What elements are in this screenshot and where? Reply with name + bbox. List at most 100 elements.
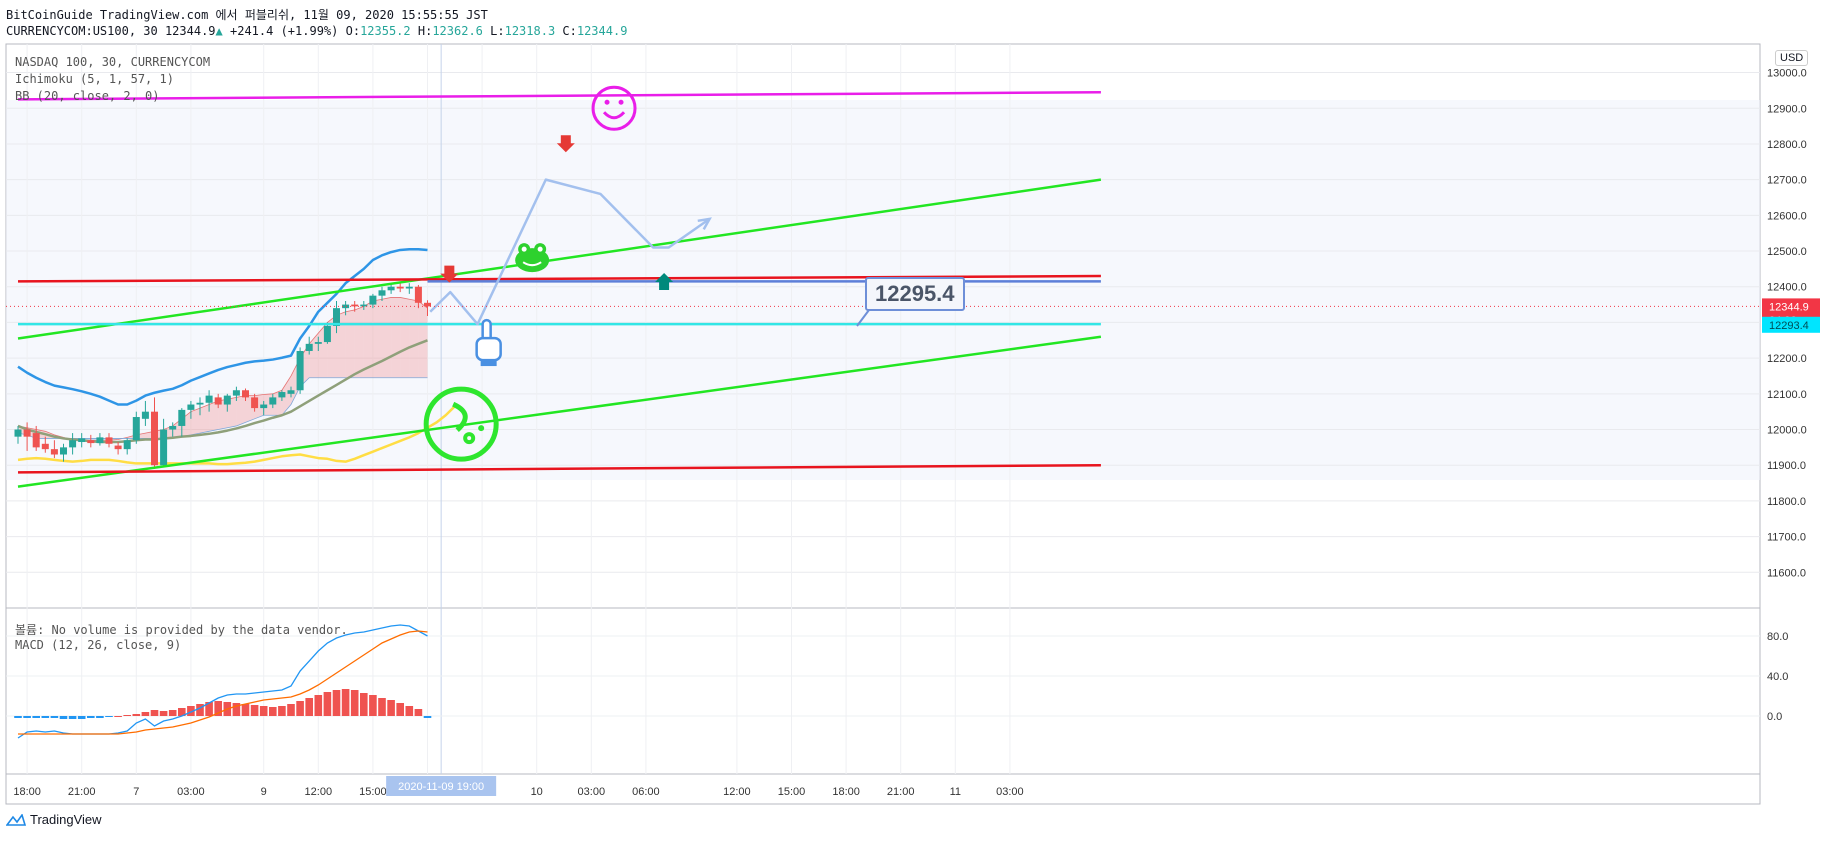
macd-hist-bar [332, 690, 341, 716]
candle-body [414, 286, 422, 303]
macd-hist-bar [414, 709, 423, 716]
cloud-segment [281, 375, 291, 416]
candle-body [405, 286, 413, 289]
smiley-eye [618, 99, 624, 105]
cloud-segment [209, 400, 219, 432]
candle-body [105, 437, 113, 444]
price-tick-label: 11800.0 [1767, 496, 1806, 508]
price-tick-label: 12600.0 [1767, 210, 1807, 222]
price-tag-label: 12344.9 [1769, 301, 1809, 313]
candle-body [424, 302, 431, 307]
indicator-series [17, 248, 456, 466]
candle-body [160, 429, 168, 466]
price-tick-label: 12200.0 [1767, 353, 1807, 365]
macd-hist-bar [241, 704, 250, 716]
currency-button[interactable]: USD [1775, 50, 1809, 66]
high-label: H: [417, 24, 433, 38]
candle-body [296, 350, 304, 391]
candle-body [78, 438, 86, 443]
macd-pane [6, 624, 1760, 739]
time-axis[interactable]: 18:00 21:00 7 03:00 9 12:00 15:00 18:00 21:00 10 0… [13, 776, 1024, 798]
crosshair-date-label: 2020-11-09 19:00 [398, 781, 484, 793]
ohlc-readout: CURRENCYCOM:US100, 30 12344.9▲ +241.4 (+… [6, 24, 627, 38]
macd-hist-bar [187, 706, 195, 716]
time-tick-label: 12:00 [305, 786, 333, 798]
macd-hist-bar [296, 701, 304, 716]
cloud-segment [227, 397, 237, 428]
price-tick-label: 12800.0 [1767, 139, 1807, 151]
publish-info: BitCoinGuide TradingView.com 에서 퍼블리쉬, 11… [6, 8, 488, 22]
wink-eye [452, 401, 468, 433]
ichimoku-legend[interactable]: Ichimoku (5, 1, 57, 1) [15, 72, 174, 86]
macd-hist-bar [50, 716, 59, 718]
price-tick-label: 13000.0 [1767, 68, 1807, 80]
frog-pupil [521, 246, 527, 252]
footer-brand[interactable]: TradingView [6, 812, 102, 827]
bb-legend[interactable]: BB (20, close, 2, 0) [15, 89, 160, 103]
time-tick-label: 15:00 [359, 786, 387, 798]
open-value: 12355.2 [360, 24, 411, 38]
candle-body [351, 304, 359, 307]
macd-hist-bar [32, 716, 40, 718]
candle-body [14, 429, 22, 437]
candle-body [214, 397, 222, 405]
wink-dot [478, 425, 485, 432]
candle-body [278, 392, 286, 398]
high-value: 12362.6 [432, 24, 483, 38]
series-ichimoku-lagging [17, 405, 456, 466]
red-resistance [17, 274, 1101, 283]
candle-body [378, 290, 386, 296]
macd-hist-bar [314, 695, 323, 716]
macd-hist-bar [269, 707, 277, 716]
macd-hist-bar [41, 716, 50, 718]
price-tags: 12344.904:0612293.4 [1762, 298, 1820, 333]
series-bb-upper [17, 248, 428, 406]
candle-body [41, 443, 49, 450]
smiley-face [591, 85, 637, 131]
price-tick-label: 12000.0 [1767, 425, 1807, 437]
frog-mouth [522, 261, 542, 267]
close-value: 12344.9 [576, 24, 628, 38]
macd-tick-label: 0.0 [1767, 711, 1782, 723]
macd-hist-bar [205, 702, 213, 716]
tradingview-logo-icon [6, 813, 26, 826]
green-channel-lower [17, 335, 1102, 488]
price-annotation[interactable]: 12295.4 [865, 277, 965, 311]
candle-body [242, 390, 249, 398]
cloud-segment [391, 297, 401, 378]
cloud-segment [363, 301, 373, 378]
time-tick-label: 21:00 [887, 786, 915, 798]
time-tick-label: 11 [950, 786, 961, 798]
macd-hist-bar [178, 708, 186, 716]
macd-hist-bar [114, 716, 122, 717]
frog-icon [515, 243, 550, 273]
smiley-eye [604, 99, 610, 105]
macd-axis: 0.0 40.0 80.0 [1767, 631, 1788, 723]
macd-hist-bar [278, 706, 286, 716]
projection-arrowhead [697, 217, 712, 230]
time-tick-label: 03:00 [177, 786, 205, 798]
wink-face-icon [423, 386, 499, 462]
cloud-segment [345, 309, 355, 378]
main-symbol-legend[interactable]: NASDAQ 100, 30, CURRENCYCOM [15, 55, 211, 69]
red-support [17, 463, 1101, 474]
hand-cuff [480, 360, 497, 367]
wink-face [423, 386, 499, 462]
macd-legend[interactable]: MACD (12, 26, close, 9) [15, 638, 182, 652]
price-tick-label: 11600.0 [1767, 567, 1806, 579]
macd-hist-bar [387, 700, 395, 716]
macd-hist-bar [259, 706, 268, 716]
time-tick-label: 12:00 [723, 786, 751, 798]
candle-body [333, 308, 340, 326]
macd-hist-bar [96, 716, 104, 718]
macd-hist-bar [14, 716, 22, 718]
magenta-resistance [17, 90, 1101, 101]
price-tick-label: 12900.0 [1767, 103, 1807, 115]
macd-hist-bar [141, 712, 150, 716]
candle-body [69, 440, 77, 448]
time-tick-label: 21:00 [68, 786, 96, 798]
macd-tick-label: 80.0 [1767, 631, 1788, 643]
candle-body [269, 397, 277, 405]
volume-legend[interactable]: 볼륨: No volume is provided by the data ve… [15, 623, 348, 637]
